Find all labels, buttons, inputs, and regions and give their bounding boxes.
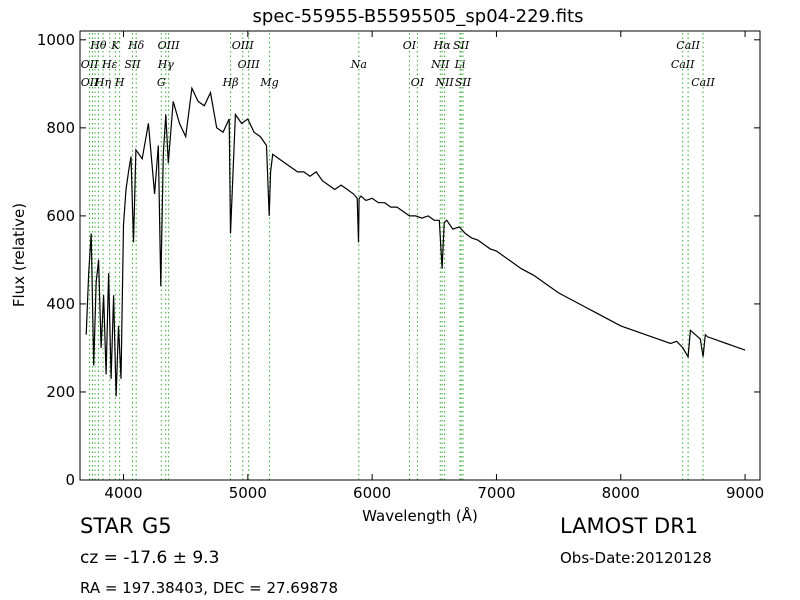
line-label: OI (411, 76, 425, 89)
line-label: NII (434, 76, 454, 89)
x-axis-ticks: 4000 5000 6000 7000 8000 9000 (104, 31, 764, 502)
line-label: Hε (101, 58, 118, 71)
line-label: OIII (238, 58, 261, 71)
line-label: Na (350, 58, 367, 71)
x-tick-label: 4000 (104, 484, 142, 502)
line-label: SII (455, 76, 472, 89)
redshift-cz: cz = -17.6 ± 9.3 (80, 548, 220, 568)
y-tick-label: 800 (46, 119, 75, 137)
object-subclass: G5 (142, 514, 172, 538)
x-tick-label: 8000 (602, 484, 640, 502)
chart-title: spec-55955-B5595505_sp04-229.fits (253, 6, 584, 27)
line-label: OIII (232, 39, 255, 52)
object-class: STAR (80, 514, 134, 538)
x-tick-label: 7000 (477, 484, 515, 502)
line-label: CaII (671, 58, 695, 71)
x-axis-label: Wavelength (Å) (362, 506, 478, 525)
x-tick-label: 5000 (229, 484, 267, 502)
y-tick-label: 200 (46, 383, 75, 401)
line-label: H (114, 76, 125, 89)
line-label: Hθ (89, 39, 107, 52)
line-label: Li (454, 58, 466, 71)
line-label: SII (453, 39, 470, 52)
y-tick-label: 1000 (37, 31, 75, 49)
line-label: OIII (158, 39, 181, 52)
x-tick-label: 6000 (353, 484, 391, 502)
survey-name: LAMOST DR1 (560, 514, 699, 538)
line-label: Hδ (127, 39, 145, 52)
line-label: Hη (94, 76, 112, 89)
y-tick-label: 0 (65, 471, 75, 489)
line-label: Hγ (157, 58, 175, 71)
observation-date: Obs-Date:20120128 (560, 549, 712, 567)
line-label: Hβ (222, 76, 239, 89)
line-label: CaII (691, 76, 715, 89)
x-tick-label: 9000 (726, 484, 764, 502)
y-axis-ticks: 0 200 400 600 800 1000 (37, 31, 760, 489)
line-label: Hα (433, 39, 452, 52)
line-label: OII (81, 76, 99, 89)
y-axis-label: Flux (relative) (10, 203, 28, 307)
spectrum-line (85, 86, 746, 397)
ra-dec-coordinates: RA = 197.38403, DEC = 27.69878 (80, 579, 339, 597)
line-label: CaII (676, 39, 700, 52)
plot-frame (79, 30, 761, 481)
y-tick-label: 400 (46, 295, 75, 313)
line-label: G (157, 76, 166, 89)
line-label: SII (124, 58, 141, 71)
line-label: NII (430, 58, 450, 71)
line-label: K (110, 39, 120, 52)
y-tick-label: 600 (46, 207, 75, 225)
line-label: Mg (259, 76, 278, 89)
line-label: OI (403, 39, 417, 52)
emission-line-markers (89, 33, 704, 480)
line-label: OII (81, 58, 99, 71)
